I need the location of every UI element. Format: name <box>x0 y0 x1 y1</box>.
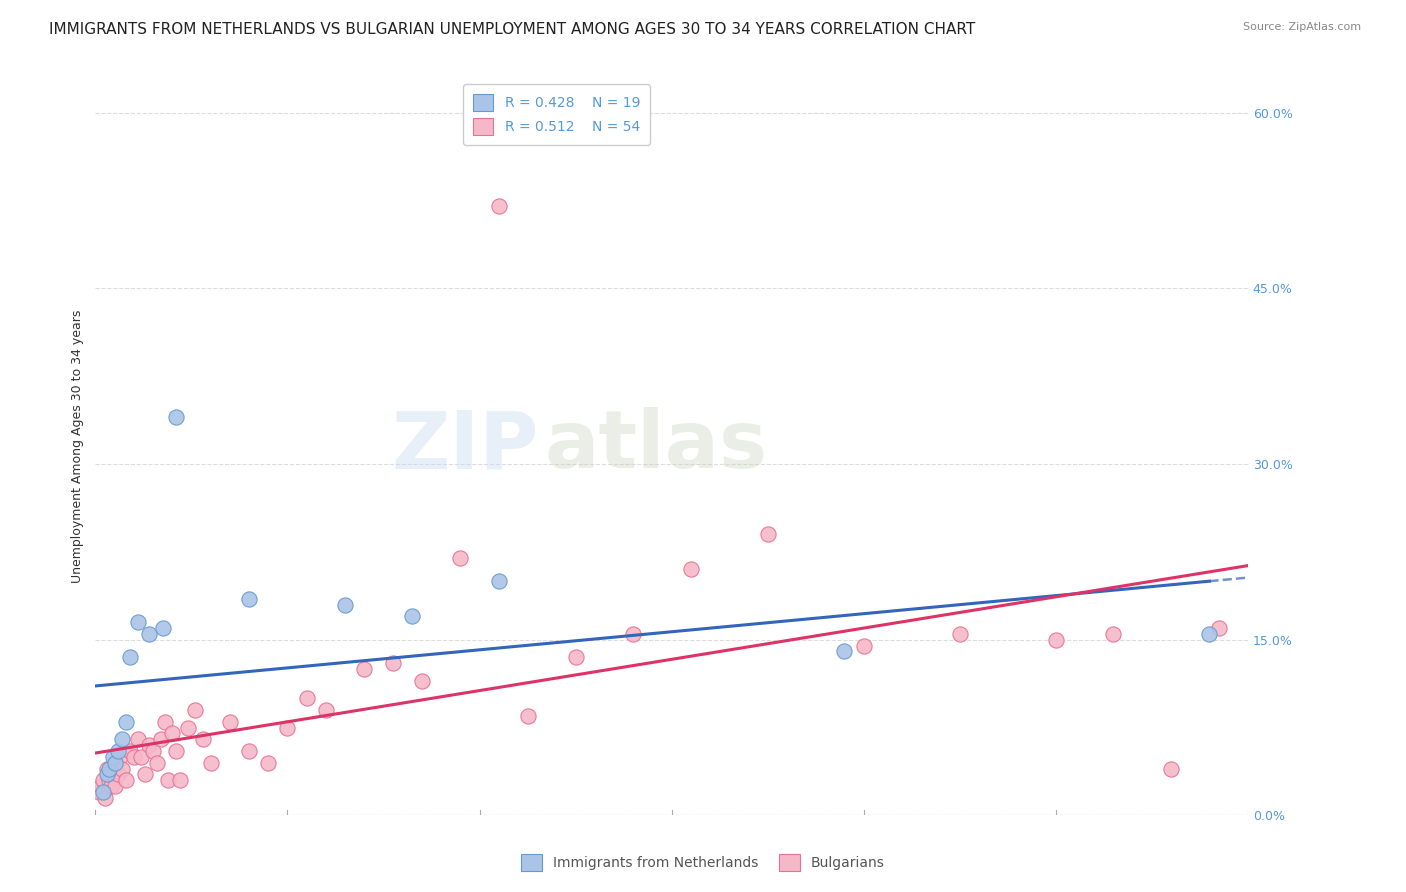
Point <box>89 785 111 799</box>
Point <box>122 750 145 764</box>
Point <box>111 732 134 747</box>
Point <box>200 756 222 770</box>
Point <box>191 732 214 747</box>
Point <box>516 709 538 723</box>
Point <box>184 703 207 717</box>
Point <box>115 714 138 729</box>
Point <box>238 744 260 758</box>
Point <box>103 756 125 770</box>
Point <box>101 767 124 781</box>
Point <box>94 791 117 805</box>
Point <box>834 644 856 658</box>
Point <box>100 779 122 793</box>
Point <box>165 410 187 425</box>
Point <box>91 773 114 788</box>
Text: atlas: atlas <box>544 408 768 485</box>
Point <box>107 744 129 758</box>
Point <box>138 627 160 641</box>
Point <box>127 732 149 747</box>
Point <box>97 762 120 776</box>
Point <box>105 756 128 770</box>
Point <box>169 773 191 788</box>
Y-axis label: Unemployment Among Ages 30 to 34 years: Unemployment Among Ages 30 to 34 years <box>72 310 84 583</box>
Point <box>238 591 260 606</box>
Point <box>107 767 129 781</box>
Point <box>127 615 149 630</box>
Point <box>97 773 120 788</box>
Point <box>315 703 337 717</box>
Point <box>679 562 702 576</box>
Point <box>96 762 118 776</box>
Point <box>1045 632 1067 647</box>
Point <box>134 767 156 781</box>
Point <box>295 691 318 706</box>
Text: ZIP: ZIP <box>392 408 538 485</box>
Legend: Immigrants from Netherlands, Bulgarians: Immigrants from Netherlands, Bulgarians <box>516 848 890 876</box>
Point <box>333 598 356 612</box>
Point <box>138 738 160 752</box>
Point <box>142 744 165 758</box>
Point <box>115 773 138 788</box>
Point <box>564 650 586 665</box>
Legend: R = 0.428    N = 19, R = 0.512    N = 54: R = 0.428 N = 19, R = 0.512 N = 54 <box>463 85 650 145</box>
Point <box>218 714 240 729</box>
Point <box>449 550 471 565</box>
Point <box>160 726 183 740</box>
Point <box>101 750 124 764</box>
Point <box>756 527 779 541</box>
Text: IMMIGRANTS FROM NETHERLANDS VS BULGARIAN UNEMPLOYMENT AMONG AGES 30 TO 34 YEARS : IMMIGRANTS FROM NETHERLANDS VS BULGARIAN… <box>49 22 976 37</box>
Point <box>852 639 875 653</box>
Point <box>1208 621 1230 635</box>
Point <box>149 732 172 747</box>
Point <box>949 627 972 641</box>
Point <box>118 744 141 758</box>
Point <box>96 767 118 781</box>
Point <box>110 750 132 764</box>
Point <box>103 779 125 793</box>
Point <box>1102 627 1125 641</box>
Point <box>276 721 298 735</box>
Text: Source: ZipAtlas.com: Source: ZipAtlas.com <box>1243 22 1361 32</box>
Point <box>176 721 198 735</box>
Point <box>621 627 644 641</box>
Point <box>353 662 375 676</box>
Point <box>111 762 134 776</box>
Point <box>411 673 433 688</box>
Point <box>152 621 174 635</box>
Point <box>91 785 114 799</box>
Point <box>157 773 180 788</box>
Point <box>118 650 141 665</box>
Point <box>401 609 423 624</box>
Point <box>165 744 187 758</box>
Point <box>488 574 510 589</box>
Point <box>153 714 176 729</box>
Point <box>1198 627 1220 641</box>
Point <box>382 656 405 670</box>
Point <box>257 756 280 770</box>
Point <box>131 750 153 764</box>
Point <box>488 199 510 213</box>
Point <box>1160 762 1182 776</box>
Point <box>146 756 169 770</box>
Point <box>90 779 112 793</box>
